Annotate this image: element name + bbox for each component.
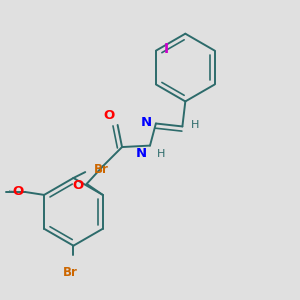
Text: N: N bbox=[136, 147, 147, 160]
Text: N: N bbox=[141, 116, 152, 129]
Text: Br: Br bbox=[94, 163, 109, 176]
Text: methoxy: methoxy bbox=[9, 190, 15, 191]
Text: Br: Br bbox=[63, 266, 78, 279]
Text: H: H bbox=[191, 120, 200, 130]
Text: O: O bbox=[73, 179, 84, 192]
Text: I: I bbox=[164, 42, 169, 56]
Text: O: O bbox=[103, 109, 115, 122]
Text: H: H bbox=[158, 149, 166, 159]
Text: O: O bbox=[12, 185, 23, 199]
